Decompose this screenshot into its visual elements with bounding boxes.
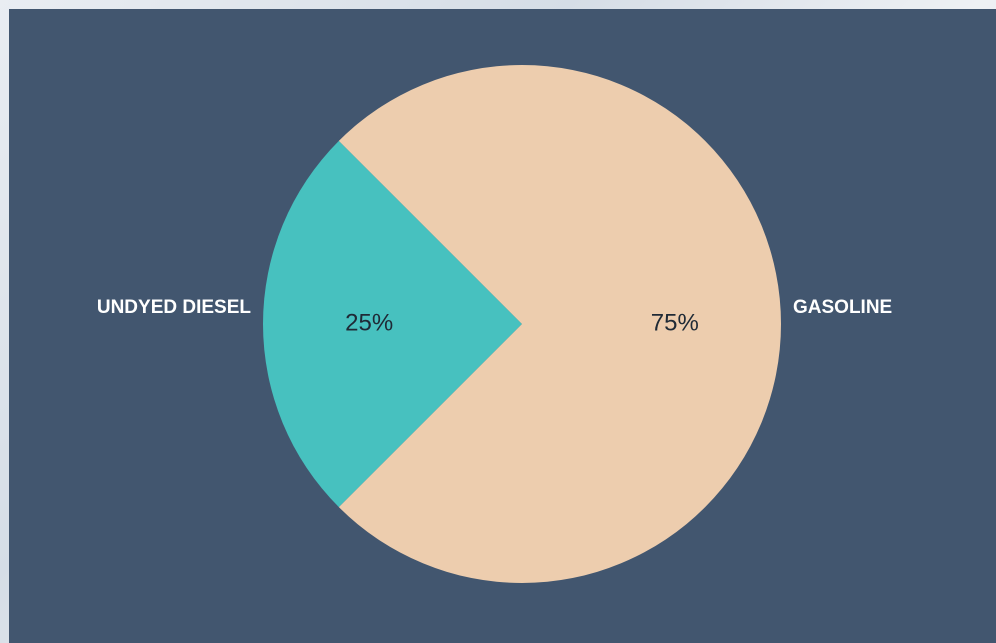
pie-slice-gasoline bbox=[338, 64, 781, 583]
slice-value-label-gasoline: 75% bbox=[651, 309, 699, 336]
chart-panel: 25% UNDYED DIESEL 75% GASOLINE bbox=[9, 9, 996, 643]
pie-chart: 25% UNDYED DIESEL 75% GASOLINE bbox=[97, 64, 892, 583]
pie-slice-undyed-diesel bbox=[263, 140, 522, 508]
category-label-gasoline: GASOLINE bbox=[793, 297, 892, 318]
category-label-undyed-diesel: UNDYED DIESEL bbox=[97, 297, 252, 318]
slice-value-label-undyed-diesel: 25% bbox=[345, 309, 393, 336]
